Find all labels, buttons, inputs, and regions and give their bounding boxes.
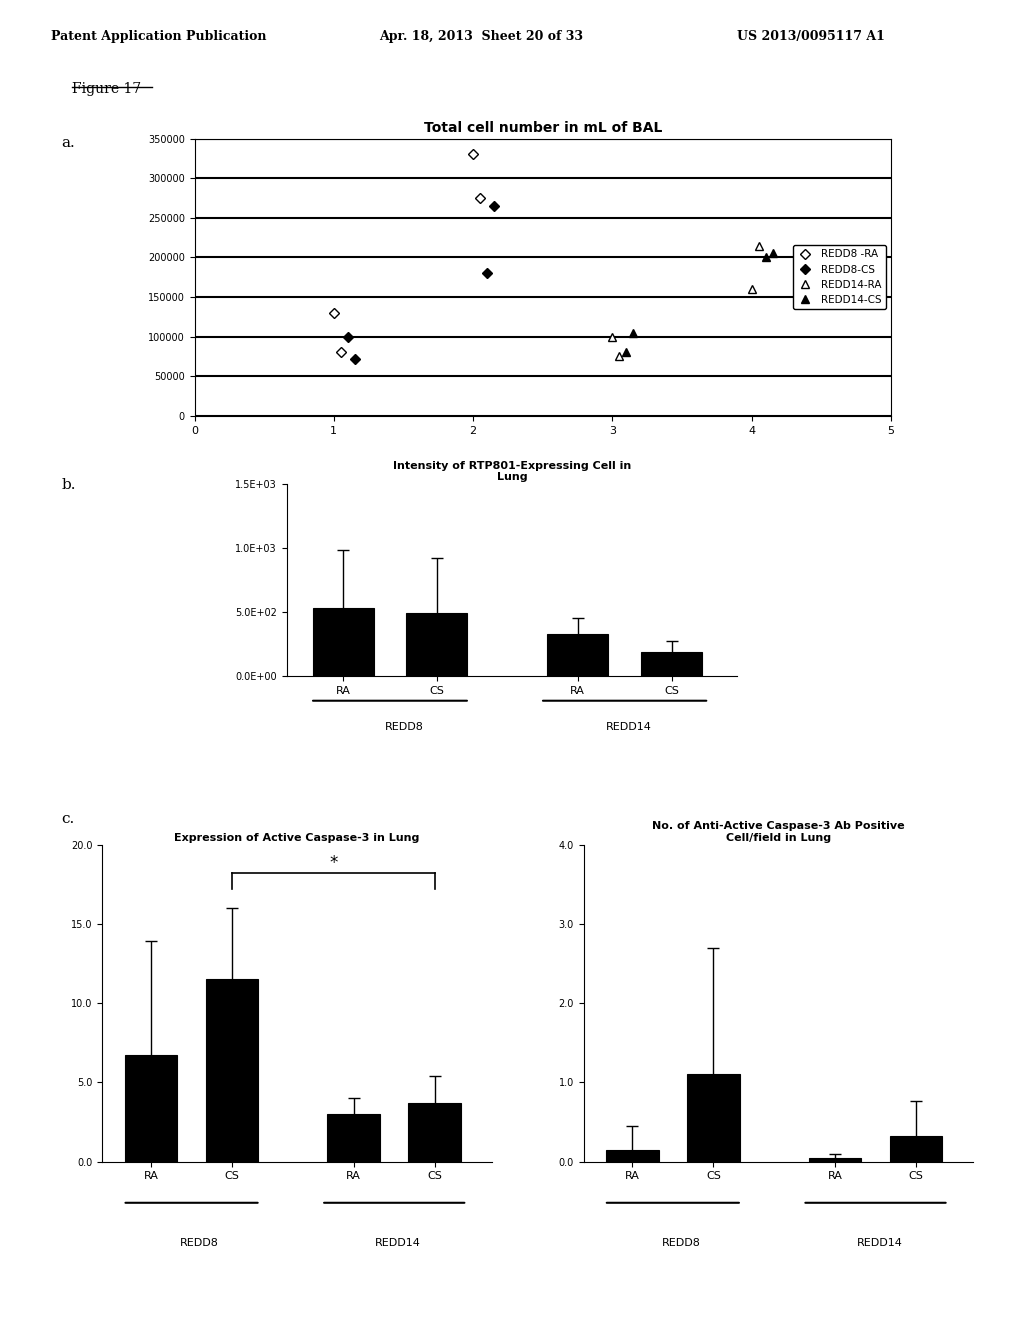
Line: REDD8 -RA: REDD8 -RA [331,150,483,356]
Bar [206,979,258,1162]
REDD14-CS [621,345,633,360]
REDD8-CS [487,198,500,214]
Line: REDD8-CS: REDD8-CS [344,202,498,362]
Text: REDD14: REDD14 [856,1238,902,1247]
Text: REDD8: REDD8 [384,722,423,731]
Line: REDD14-RA: REDD14-RA [608,242,763,360]
Text: REDD14: REDD14 [375,1238,421,1247]
Text: Apr. 18, 2013  Sheet 20 of 33: Apr. 18, 2013 Sheet 20 of 33 [379,30,583,44]
Text: REDD8: REDD8 [180,1238,219,1247]
REDD14-RA [753,238,765,253]
Text: REDD14: REDD14 [606,722,652,731]
Bar [890,1137,942,1162]
Text: a.: a. [61,136,75,150]
Title: No. of Anti-Active Caspase-3 Ab Positive
Cell/field in Lung: No. of Anti-Active Caspase-3 Ab Positive… [652,821,904,842]
REDD14-RA [745,281,758,297]
REDD8 -RA [467,147,479,162]
Text: b.: b. [61,478,76,492]
Text: US 2013/0095117 A1: US 2013/0095117 A1 [737,30,885,44]
Text: Patent Application Publication: Patent Application Publication [51,30,266,44]
Bar [809,1158,861,1162]
REDD14-RA [613,348,626,364]
REDD14-CS [627,325,639,341]
Bar [312,609,374,676]
REDD8-CS [348,351,360,367]
Title: Expression of Active Caspase-3 in Lung: Expression of Active Caspase-3 in Lung [174,833,420,842]
Bar [687,1074,739,1162]
Title: Total cell number in mL of BAL: Total cell number in mL of BAL [424,120,662,135]
REDD8-CS [342,329,354,345]
Bar [606,1150,658,1162]
Bar [641,652,702,676]
REDD14-CS [766,246,778,261]
Bar [407,614,467,676]
Text: Figure 17: Figure 17 [72,82,141,96]
Line: REDD14-CS: REDD14-CS [623,249,776,356]
Legend: REDD8 -RA, REDD8-CS, REDD14-RA, REDD14-CS: REDD8 -RA, REDD8-CS, REDD14-RA, REDD14-C… [793,246,886,309]
REDD8-CS [481,265,494,281]
Bar [328,1114,380,1162]
Bar [125,1056,177,1162]
Bar [547,634,608,676]
REDD14-RA [606,329,618,345]
Text: c.: c. [61,812,75,826]
Text: REDD8: REDD8 [662,1238,700,1247]
REDD8 -RA [335,345,347,360]
Text: *: * [330,854,338,871]
Title: Intensity of RTP801-Expressing Cell in
Lung: Intensity of RTP801-Expressing Cell in L… [393,461,631,482]
REDD8 -RA [328,305,340,321]
REDD8 -RA [474,190,486,206]
REDD14-CS [760,249,772,265]
Bar [409,1104,461,1162]
